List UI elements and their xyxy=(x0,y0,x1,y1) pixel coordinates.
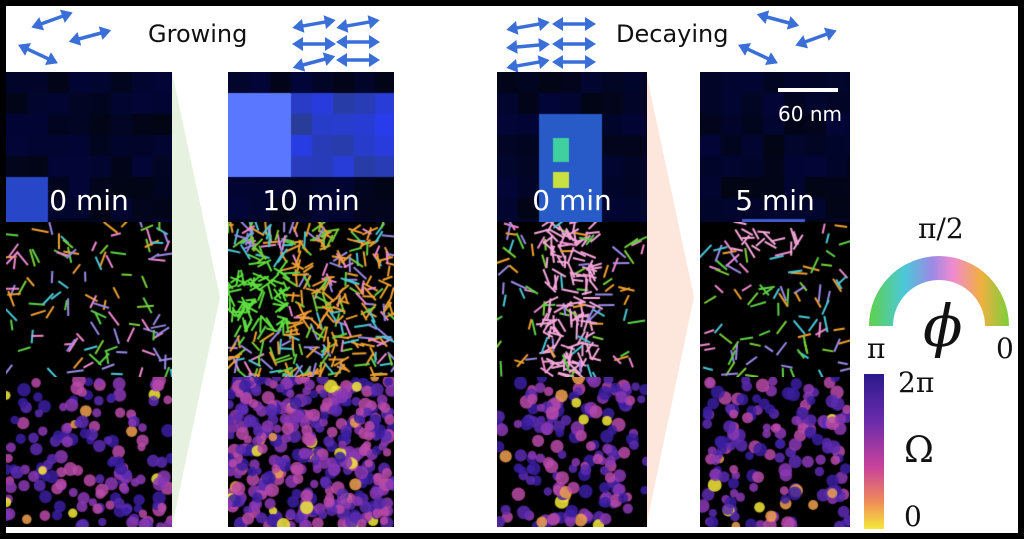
intensity-map xyxy=(228,72,394,222)
phase-top-label: π/2 xyxy=(918,212,964,245)
panel-decaying-0min: 0 min xyxy=(497,72,647,527)
orientation-arrow-icon xyxy=(292,15,336,33)
orientation-arrow-icon xyxy=(795,27,837,49)
orientation-arrow-icon xyxy=(552,17,596,31)
intensity-map xyxy=(700,72,850,222)
time-label: 5 min xyxy=(735,184,815,217)
orientation-arrow-icon xyxy=(336,53,380,67)
orientation-arrow-icon xyxy=(738,43,778,65)
orientation-arrow-icon xyxy=(552,37,596,51)
decaying-heading: Decaying xyxy=(616,20,729,48)
time-label: 0 min xyxy=(532,184,612,217)
orientation-arrow-icon xyxy=(506,55,550,73)
time-label: 0 min xyxy=(49,184,129,217)
phi-symbol: ϕ xyxy=(923,292,963,360)
orientation-map xyxy=(497,222,647,377)
decaying-transition-funnel xyxy=(646,72,694,527)
orientation-map xyxy=(228,222,394,377)
phase-right-label: 0 xyxy=(996,332,1014,365)
omega-map xyxy=(228,377,394,527)
orientation-arrow-icon xyxy=(292,52,336,72)
orientation-arrow-icon xyxy=(506,38,550,54)
phase-left-label: π xyxy=(867,332,886,365)
orientation-arrow-icon xyxy=(336,15,380,33)
omega-map xyxy=(497,377,647,527)
orientation-arrow-icon xyxy=(336,35,380,49)
intensity-map xyxy=(497,72,647,222)
panel-growing-10min: 10 min xyxy=(228,72,394,527)
growing-heading: Growing xyxy=(148,20,248,48)
omega-colorbar xyxy=(864,374,884,529)
orientation-arrow-icon xyxy=(18,43,58,65)
orientation-arrow-icon xyxy=(756,10,800,30)
figure: Growing Decaying 0 min 10 min 0 min 60 n… xyxy=(6,6,1018,533)
omega-map xyxy=(6,377,172,527)
phase-color-wheel xyxy=(869,256,1009,326)
time-label: 10 min xyxy=(262,184,360,217)
omega-map xyxy=(700,377,850,527)
omega-max-label: 2π xyxy=(898,366,935,399)
intensity-map xyxy=(6,72,172,222)
scale-bar-label: 60 nm xyxy=(778,102,842,126)
panel-growing-0min: 0 min xyxy=(6,72,172,527)
orientation-arrow-icon xyxy=(68,26,112,46)
orientation-arrow-icon xyxy=(506,17,550,35)
orientation-map xyxy=(6,222,172,377)
orientation-arrow-icon xyxy=(292,37,336,51)
growing-transition-funnel xyxy=(172,72,220,527)
scale-bar xyxy=(778,88,838,92)
orientation-map xyxy=(700,222,850,377)
omega-min-label: 0 xyxy=(904,500,922,533)
orientation-arrow-icon xyxy=(552,55,596,69)
orientation-arrow-icon xyxy=(31,9,73,31)
omega-symbol: Ω xyxy=(904,430,934,471)
panel-decaying-5min: 60 nm 5 min xyxy=(700,72,850,527)
